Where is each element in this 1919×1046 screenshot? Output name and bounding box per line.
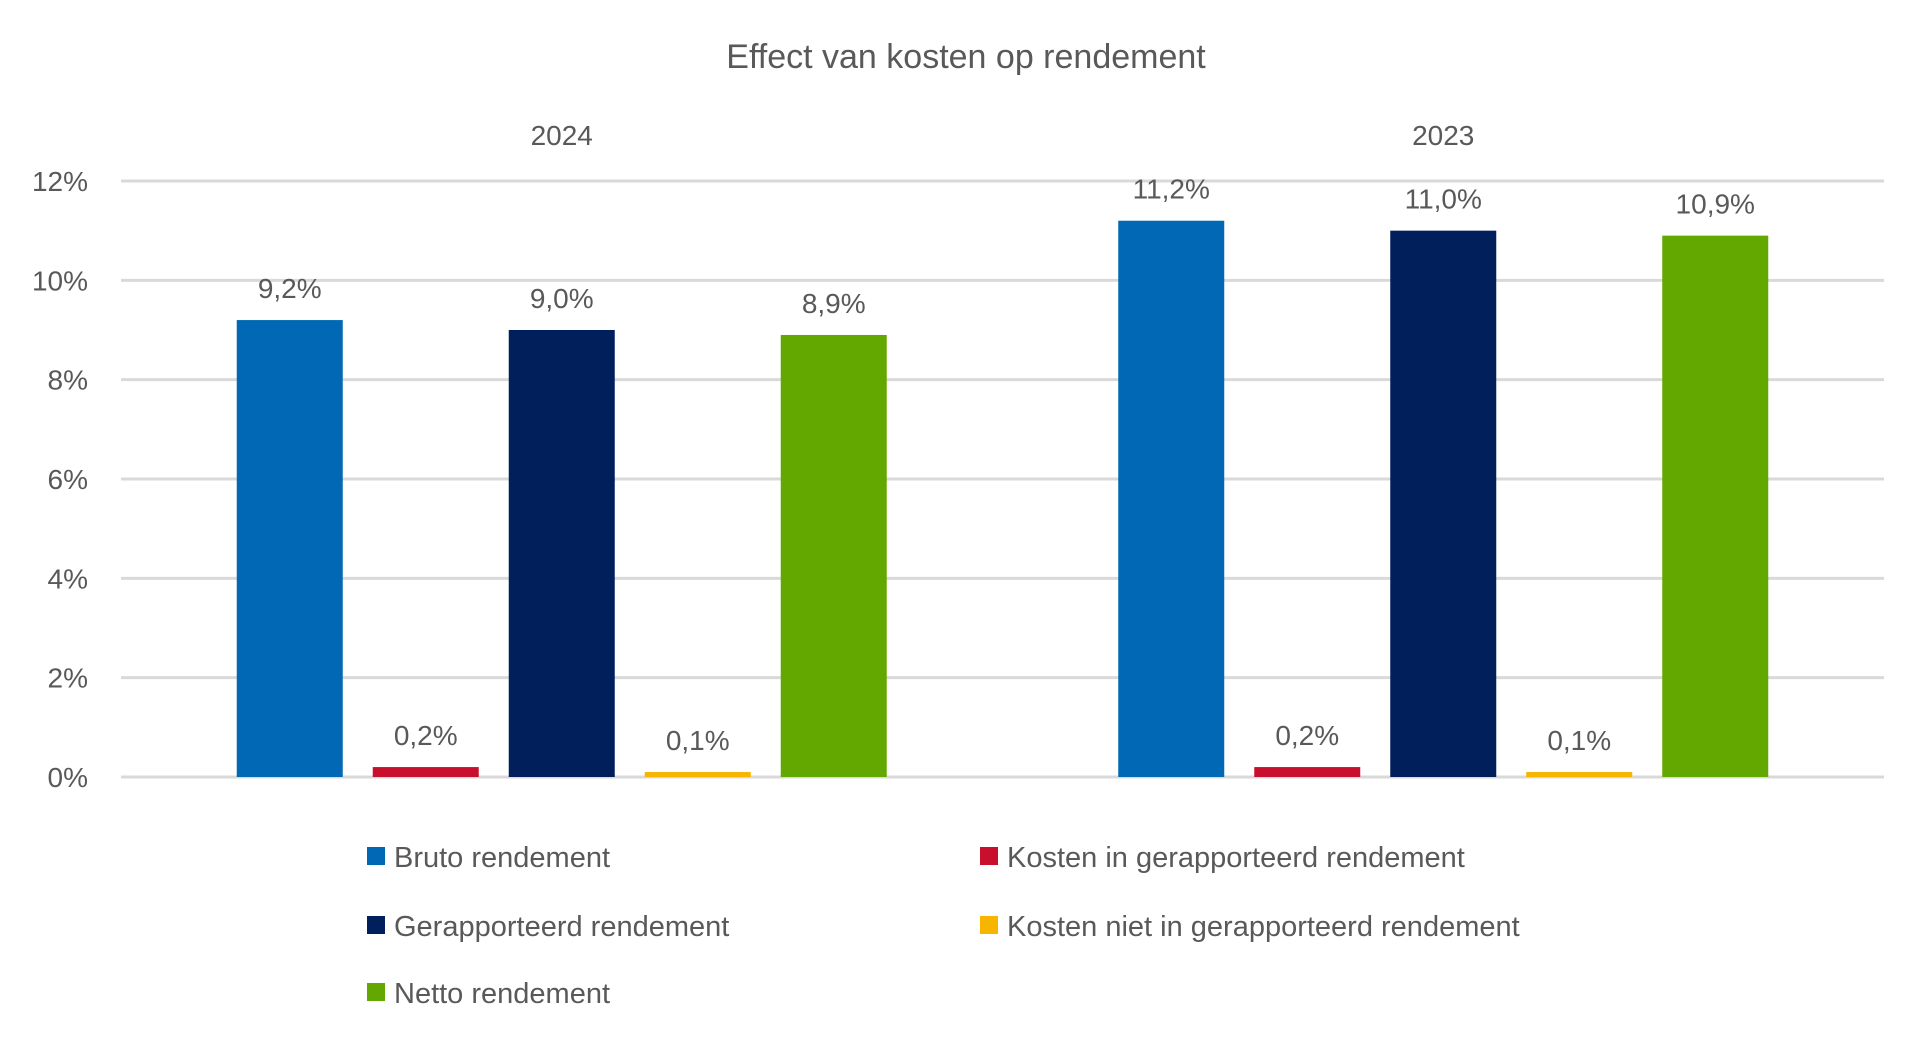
- y-tick-label: 6%: [48, 464, 88, 495]
- category-label: 2024: [531, 120, 593, 151]
- y-tick-label: 2%: [48, 663, 88, 694]
- legend-label: Bruto rendement: [394, 842, 610, 874]
- bar: [1662, 235, 1769, 778]
- data-label: 0,1%: [1547, 725, 1611, 756]
- y-tick-label: 10%: [32, 265, 88, 296]
- legend-swatch: [367, 916, 385, 934]
- data-label: 0,1%: [666, 725, 730, 756]
- legend-swatch: [980, 847, 998, 865]
- bar: [780, 334, 887, 777]
- y-tick-label: 4%: [48, 563, 88, 594]
- bar: [644, 772, 751, 777]
- category-label: 2023: [1412, 120, 1474, 151]
- legend-swatch: [980, 916, 998, 934]
- data-label: 9,0%: [530, 283, 594, 314]
- legend-label: Kosten niet in gerapporteerd rendement: [1007, 911, 1520, 943]
- legend-label: Netto rendement: [394, 978, 610, 1010]
- bar: [1526, 772, 1633, 777]
- bar: [1118, 220, 1225, 777]
- y-tick-label: 12%: [32, 166, 88, 197]
- data-label: 8,9%: [802, 288, 866, 319]
- y-tick-label: 8%: [48, 365, 88, 396]
- data-label: 11,2%: [1133, 174, 1210, 205]
- legend-label: Gerapporteerd rendement: [394, 911, 729, 943]
- chart-title: Effect van kosten op rendement: [726, 38, 1206, 76]
- data-label: 0,2%: [1275, 720, 1339, 751]
- data-label: 10,9%: [1676, 189, 1755, 220]
- legend-swatch: [367, 983, 385, 1001]
- data-label: 11,0%: [1405, 184, 1482, 215]
- bar: [372, 767, 479, 777]
- bar: [1390, 230, 1497, 777]
- data-label: 0,2%: [394, 720, 458, 751]
- legend-label: Kosten in gerapporteerd rendement: [1007, 842, 1465, 874]
- bar: [508, 330, 615, 777]
- y-tick-label: 0%: [48, 762, 88, 793]
- data-label: 9,2%: [258, 273, 322, 304]
- bar: [1254, 767, 1361, 777]
- bar: [236, 320, 343, 777]
- legend-swatch: [367, 847, 385, 865]
